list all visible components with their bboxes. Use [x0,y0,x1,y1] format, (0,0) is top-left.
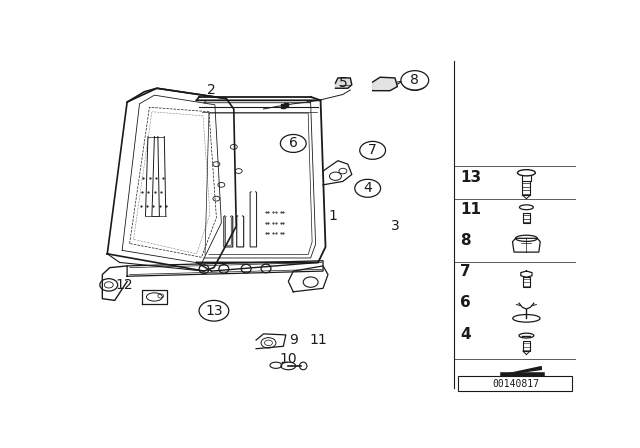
Text: 8: 8 [410,74,419,88]
Text: 10: 10 [280,352,297,366]
Circle shape [199,301,229,321]
Text: 3: 3 [390,219,399,233]
Text: 4: 4 [460,327,471,342]
Text: 5: 5 [339,76,348,90]
Circle shape [355,179,381,197]
Polygon shape [372,77,397,90]
Circle shape [360,142,385,159]
Circle shape [401,71,429,90]
Text: 4: 4 [364,181,372,195]
Text: 7: 7 [460,264,471,279]
Text: 11: 11 [309,333,327,347]
Text: 6: 6 [289,137,298,151]
Polygon shape [504,366,541,375]
FancyBboxPatch shape [458,376,572,391]
Circle shape [402,73,428,90]
Text: 2: 2 [207,83,216,97]
Polygon shape [335,78,352,88]
Text: 13: 13 [205,304,223,318]
Text: 00140817: 00140817 [492,379,539,388]
Text: 8: 8 [460,233,471,248]
Text: 6: 6 [460,295,471,310]
Text: 8: 8 [410,73,419,87]
Text: 13: 13 [460,170,481,185]
Circle shape [280,134,306,152]
Text: 1: 1 [328,209,337,223]
Text: 7: 7 [368,143,377,157]
Text: 9: 9 [289,333,298,347]
Text: 12: 12 [116,278,134,292]
Text: 11: 11 [460,202,481,217]
